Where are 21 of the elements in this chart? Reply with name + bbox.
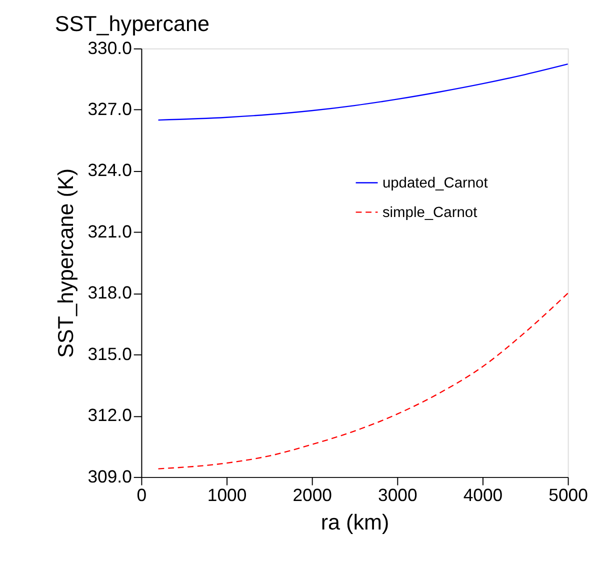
x-tick-label: 4000 [463,484,503,505]
y-tick-label: 315.0 [88,344,132,364]
line-series [158,64,568,121]
y-tick-label: 312.0 [88,405,132,426]
y-axis-title: SST_hypercane (K) [53,168,78,358]
y-tick-label: 330.0 [88,38,132,58]
y-tick-label: 327.0 [88,99,132,120]
y-tick-label: 318.0 [88,282,132,303]
x-tick-label: 1000 [207,484,247,505]
legend-label: simple_Carnot [382,205,478,222]
x-tick-label: 2000 [292,484,332,505]
x-tick-label: 3000 [378,484,418,505]
y-tick-label: 324.0 [88,160,132,180]
x-tick-label: 5000 [548,484,588,505]
chart-title: SST_hypercane [54,10,210,36]
y-tick-label: 321.0 [88,221,132,242]
x-tick-label: 0 [136,484,147,505]
legend-label: updated_Carnot [382,176,488,192]
y-tick-label: 309.0 [88,466,132,486]
line-series [158,292,568,470]
x-axis-title: ra (km) [320,509,390,534]
